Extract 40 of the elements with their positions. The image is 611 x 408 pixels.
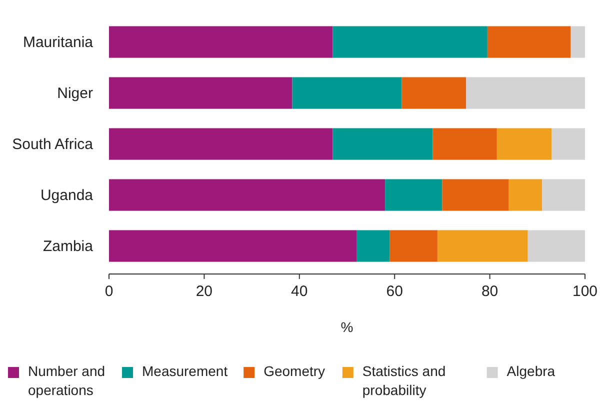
bar <box>496 128 552 160</box>
bar <box>528 230 585 262</box>
bar <box>109 128 333 160</box>
x-tick-label: 40 <box>291 283 308 300</box>
bar <box>356 230 390 262</box>
bar <box>542 179 585 211</box>
bar <box>442 179 509 211</box>
x-tick-label: 0 <box>104 283 114 300</box>
x-axis-title: % <box>340 319 354 335</box>
bar <box>466 77 585 109</box>
bar <box>385 179 442 211</box>
bar <box>402 77 466 109</box>
bar <box>552 128 585 160</box>
bar <box>109 230 357 262</box>
bar <box>109 77 292 109</box>
bar <box>292 77 402 109</box>
legend-label: Algebra <box>506 363 556 379</box>
y-tick-label: Zambia <box>42 238 94 255</box>
x-tick-label: 20 <box>196 283 213 300</box>
y-tick-label: Niger <box>57 85 93 102</box>
bar <box>437 230 528 262</box>
bar <box>487 26 571 58</box>
bar <box>390 230 438 262</box>
bar <box>109 179 386 211</box>
legend-label: Measurement <box>142 363 228 379</box>
x-tick-label: 80 <box>481 283 498 300</box>
y-tick-label: Uganda <box>40 186 94 204</box>
bar <box>432 128 497 160</box>
x-tick-label: 100 <box>572 283 598 300</box>
bar <box>332 26 488 58</box>
bar <box>109 26 333 58</box>
legend-label: Number and operations <box>28 363 106 398</box>
bar <box>508 179 542 211</box>
y-tick-label: South Africa <box>12 136 94 153</box>
x-tick-label: 60 <box>386 283 403 300</box>
bar <box>570 26 585 58</box>
bar <box>332 128 433 160</box>
y-tick-label: Mauritania <box>22 34 94 52</box>
legend-label: Geometry <box>264 363 326 379</box>
legend-label: Statistics and probability <box>362 363 446 398</box>
